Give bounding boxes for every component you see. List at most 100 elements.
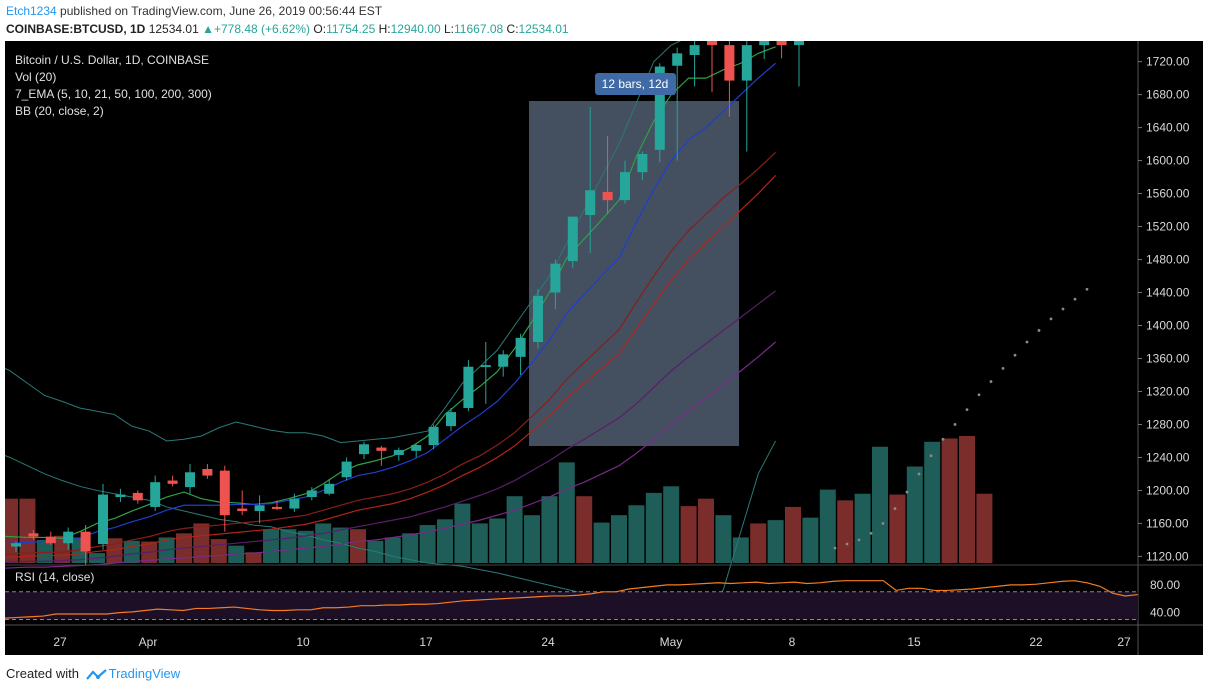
chart-panel[interactable]: 1720.00 1680.00 1640.00 1600.00 1560.00 1520.… xyxy=(5,41,1203,655)
tradingview-link[interactable]: TradingView xyxy=(108,666,181,681)
price-tick-label: 1600.00 xyxy=(1146,154,1190,168)
rsi-band xyxy=(5,591,1138,620)
volume-bar xyxy=(19,498,36,563)
volume-bar xyxy=(245,552,262,563)
time-tick-label: 24 xyxy=(541,635,555,649)
candle-body xyxy=(672,53,683,66)
price-tick-label: 1240.00 xyxy=(1146,450,1190,464)
time-tick-label: 22 xyxy=(1029,635,1043,649)
volume-bar xyxy=(976,493,993,563)
candle-body xyxy=(759,41,770,46)
sar-dot xyxy=(989,380,993,383)
tradingview-logo-icon xyxy=(85,668,107,680)
volume-bar xyxy=(576,496,593,563)
candle-body xyxy=(515,337,526,357)
volume-bar xyxy=(280,529,297,563)
candle-body xyxy=(202,468,213,476)
volume-bar xyxy=(506,496,523,563)
volume-legend[interactable]: Vol (20) xyxy=(15,70,57,84)
candle-body xyxy=(585,190,596,215)
candle-body xyxy=(167,480,178,484)
ema-line xyxy=(5,175,777,559)
sar-dot xyxy=(941,437,945,441)
price-tick-label: 1160.00 xyxy=(1146,516,1189,530)
author-link[interactable]: Etch1234 xyxy=(6,4,57,18)
created-with-text: Created with xyxy=(6,666,79,681)
candle-body xyxy=(533,295,543,342)
price-change: +778.48 (+6.62%) xyxy=(213,22,311,36)
symbol-summary: COINBASE:BTCUSD, 1D 12534.01 ▲+778.48 (+… xyxy=(6,22,569,36)
volume-bar xyxy=(680,506,697,563)
time-tick-label: Apr xyxy=(139,635,158,649)
close-value: 12534.01 xyxy=(518,22,569,36)
sar-dot xyxy=(881,522,885,525)
candle-body xyxy=(741,45,752,81)
footer: Created with TradingView xyxy=(6,666,180,681)
ema-line xyxy=(5,62,776,545)
ema-legend[interactable]: 7_EMA (5, 10, 21, 50, 100, 200, 300) xyxy=(15,87,212,101)
time-tick-label: 8 xyxy=(789,635,796,649)
volume-bar xyxy=(924,441,941,563)
sar-dot xyxy=(845,542,849,546)
volume-bar xyxy=(193,523,210,563)
candle-body xyxy=(393,450,404,455)
volume-bar xyxy=(593,522,610,563)
candle-body xyxy=(341,461,352,478)
volume-bar xyxy=(872,446,888,563)
rsi-legend[interactable]: RSI (14, close) xyxy=(15,570,95,584)
volume-bar xyxy=(889,494,906,563)
volume-bar xyxy=(767,520,784,563)
volume-bar xyxy=(297,530,314,563)
ema-line xyxy=(5,46,776,539)
volume-bar xyxy=(802,517,819,563)
candle-body xyxy=(63,531,74,544)
candle-body xyxy=(11,543,21,547)
time-tick-label: May xyxy=(660,635,683,649)
sar-dot xyxy=(1049,317,1053,321)
chart-title: Bitcoin / U.S. Dollar, 1D, COINBASE xyxy=(15,53,210,67)
price-tick-label: 1440.00 xyxy=(1146,286,1190,300)
volume-bar xyxy=(645,492,662,563)
candle-body xyxy=(689,45,700,56)
candle-body xyxy=(272,506,282,509)
rsi-line xyxy=(5,580,1139,619)
sar-dot xyxy=(905,490,909,494)
volume-bar xyxy=(402,533,419,563)
volume-bar xyxy=(715,515,732,563)
sar-dot xyxy=(1013,353,1017,357)
candle-body xyxy=(359,444,369,455)
candle-body xyxy=(219,470,230,516)
time-tick-label: 10 xyxy=(296,635,310,649)
volume-bar xyxy=(5,498,18,563)
sar-dot xyxy=(1061,307,1065,311)
up-arrow-icon: ▲ xyxy=(202,22,214,36)
volume-bar xyxy=(210,539,227,563)
last-price: 12534.01 xyxy=(148,22,199,36)
rsi-tick-label: 80.00 xyxy=(1150,578,1180,592)
candle-body xyxy=(480,365,491,368)
candle-body xyxy=(98,494,108,545)
volume-bar xyxy=(628,505,645,563)
sar-dot xyxy=(869,531,873,535)
price-tick-label: 1280.00 xyxy=(1146,417,1190,431)
volume-bar xyxy=(315,523,332,563)
volume-bar xyxy=(611,515,627,563)
candle-body xyxy=(550,263,561,293)
volume-bar xyxy=(837,500,854,563)
volume-bar xyxy=(384,537,401,563)
volume-bar xyxy=(819,489,836,563)
candle-body xyxy=(776,41,787,46)
price-chart[interactable]: 1720.00 1680.00 1640.00 1600.00 1560.00 1520.… xyxy=(5,41,1203,655)
candle-body xyxy=(463,366,474,408)
candle-body xyxy=(80,531,91,552)
publish-info: Etch1234 published on TradingView.com, J… xyxy=(6,4,382,18)
volume-bar xyxy=(524,515,540,563)
range-label-bg xyxy=(595,73,676,95)
time-tick-label: 27 xyxy=(53,635,67,649)
candle-body xyxy=(237,508,248,512)
price-tick-label: 1200.00 xyxy=(1146,483,1190,497)
bb-legend[interactable]: BB (20, close, 2) xyxy=(15,104,104,118)
candle-body xyxy=(132,492,143,501)
price-tick-label: 1120.00 xyxy=(1146,549,1189,563)
high-value: 12940.00 xyxy=(390,22,441,36)
